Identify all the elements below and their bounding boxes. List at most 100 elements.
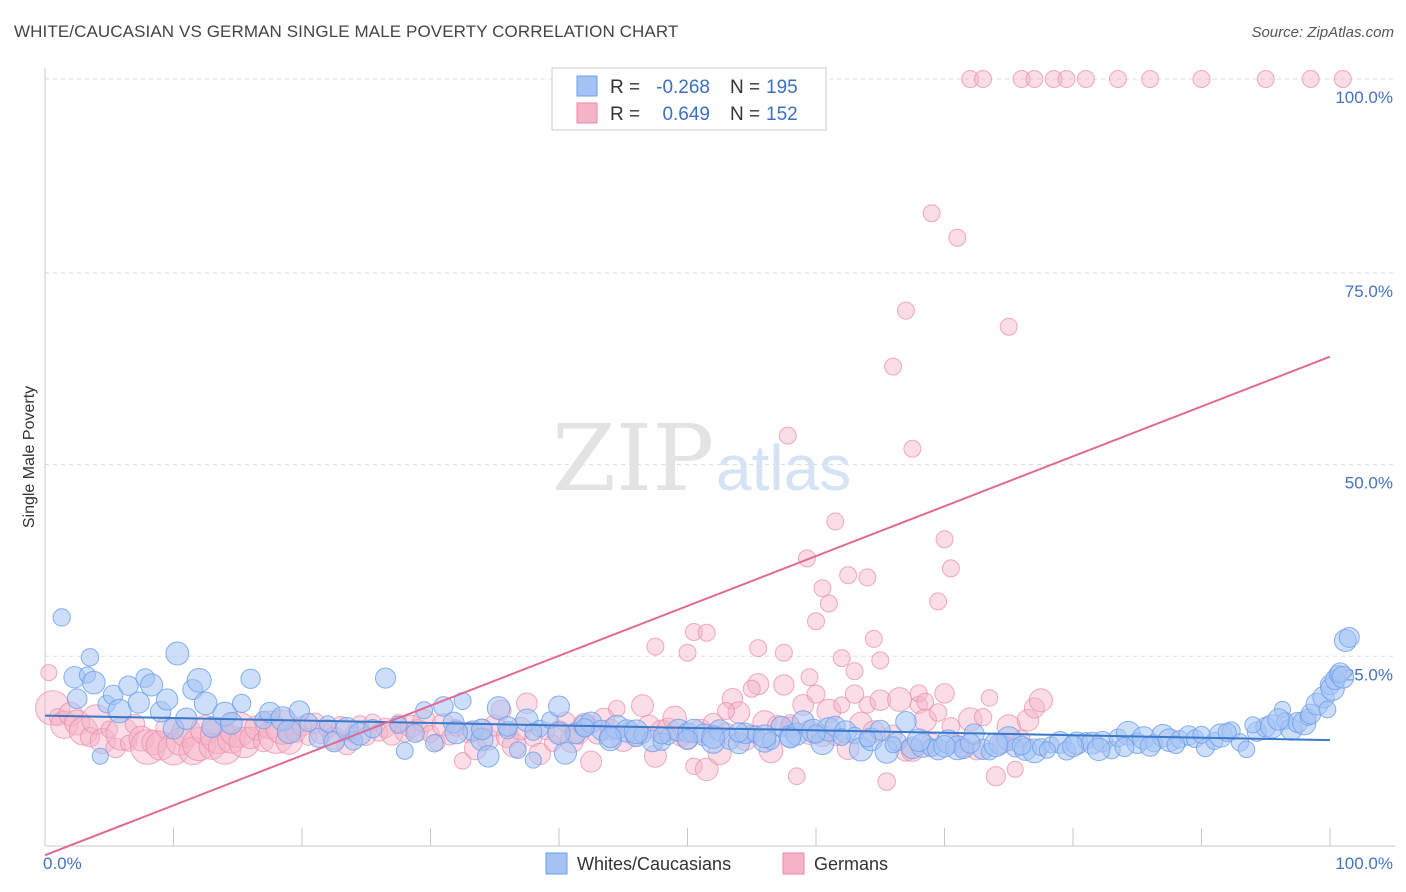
white-point bbox=[118, 675, 139, 696]
german-point bbox=[1044, 70, 1063, 88]
y-tick-labels: 25.0% 50.0% 75.0% 100.0% bbox=[1335, 88, 1393, 684]
white-point bbox=[858, 729, 877, 748]
white-point bbox=[1267, 708, 1290, 731]
white-point bbox=[806, 724, 826, 744]
white-point bbox=[425, 733, 444, 753]
white-point bbox=[107, 698, 132, 724]
german-point bbox=[858, 568, 877, 587]
white-point bbox=[524, 751, 542, 769]
german-point bbox=[130, 729, 166, 765]
german-point bbox=[806, 684, 826, 704]
german-point bbox=[773, 674, 795, 696]
white-point bbox=[933, 734, 956, 758]
white-point bbox=[276, 719, 302, 744]
german-point bbox=[721, 687, 744, 710]
y-tick-label: 50.0% bbox=[1345, 474, 1393, 493]
german-point bbox=[871, 651, 890, 670]
german-point bbox=[1108, 70, 1127, 88]
white-point bbox=[405, 723, 425, 743]
gridlines bbox=[45, 78, 1395, 657]
white-point bbox=[395, 741, 414, 760]
y-tick-label: 100.0% bbox=[1335, 88, 1393, 107]
white-point bbox=[553, 741, 577, 765]
white-point bbox=[82, 670, 106, 695]
german-point bbox=[1141, 70, 1160, 88]
german-point bbox=[929, 592, 948, 611]
white-point bbox=[895, 710, 917, 733]
white-point bbox=[959, 732, 981, 754]
german-point bbox=[1192, 70, 1211, 88]
german-point bbox=[839, 566, 858, 585]
german-point bbox=[79, 726, 101, 748]
y-axis-title: Single Male Poverty bbox=[21, 386, 38, 528]
german-point bbox=[985, 766, 1006, 787]
white-point bbox=[677, 729, 698, 750]
white-point bbox=[477, 744, 500, 768]
legend-n-label-2: N = bbox=[730, 104, 760, 125]
german-point bbox=[40, 664, 58, 682]
white-point bbox=[906, 728, 931, 752]
white-point bbox=[1318, 700, 1337, 719]
bottom-legend-label-germans: Germans bbox=[814, 854, 888, 874]
white-point bbox=[52, 608, 71, 627]
german-point bbox=[1057, 70, 1076, 88]
white-point bbox=[298, 713, 318, 732]
bottom-legend: Whites/Caucasians Germans bbox=[545, 852, 888, 875]
german-point bbox=[50, 710, 79, 739]
german-point bbox=[1012, 70, 1031, 88]
german-point bbox=[608, 699, 626, 718]
white-point bbox=[547, 721, 571, 745]
german-point bbox=[845, 662, 864, 681]
white-point bbox=[1237, 740, 1256, 759]
german-trendline bbox=[44, 355, 1331, 857]
y-tick-label: 75.0% bbox=[1345, 282, 1393, 301]
white-point bbox=[231, 693, 252, 713]
white-point bbox=[509, 741, 527, 759]
german-point bbox=[778, 426, 797, 445]
german-point bbox=[1076, 70, 1095, 88]
german-point bbox=[832, 649, 851, 668]
legend-box bbox=[551, 67, 827, 131]
legend-swatch-pink bbox=[576, 102, 598, 124]
german-point bbox=[1025, 70, 1044, 88]
white-point bbox=[193, 691, 218, 716]
german-point bbox=[580, 750, 603, 773]
german-point bbox=[884, 357, 903, 376]
legend-r-value-2: 0.649 bbox=[662, 104, 710, 125]
legend-r-label-2: R = bbox=[610, 104, 640, 125]
german-point bbox=[844, 684, 865, 704]
german-point bbox=[800, 668, 819, 687]
white-point bbox=[884, 736, 902, 754]
german-point bbox=[948, 228, 967, 247]
german-point bbox=[864, 629, 883, 648]
white-point bbox=[779, 727, 801, 749]
german-point bbox=[1006, 760, 1024, 778]
german-point bbox=[916, 692, 935, 711]
white-series-points bbox=[52, 608, 1360, 769]
german-point bbox=[1016, 708, 1040, 732]
german-point bbox=[819, 594, 838, 613]
german-point bbox=[100, 720, 119, 739]
legend-n-label-1: N = bbox=[730, 77, 760, 98]
german-point bbox=[749, 639, 768, 658]
x-tick-label-max: 100.0% bbox=[1335, 854, 1393, 873]
white-point bbox=[1244, 716, 1262, 734]
german-point bbox=[826, 512, 845, 531]
legend-n-value-1: 195 bbox=[766, 77, 798, 98]
german-point bbox=[774, 643, 793, 662]
bottom-legend-swatch-pink bbox=[782, 852, 805, 875]
german-point bbox=[833, 696, 851, 714]
white-point bbox=[1011, 735, 1032, 756]
german-point bbox=[807, 612, 825, 631]
white-point bbox=[66, 688, 88, 710]
white-point bbox=[165, 641, 190, 666]
legend-r-value-1: -0.268 bbox=[656, 77, 710, 98]
white-point bbox=[701, 725, 725, 749]
german-point bbox=[980, 689, 999, 707]
legend: R = -0.268 N = 195 R = 0.649 N = 152 bbox=[551, 67, 827, 131]
german-point bbox=[678, 643, 697, 662]
white-point bbox=[1114, 737, 1135, 758]
german-point bbox=[974, 70, 993, 88]
white-point bbox=[524, 722, 543, 741]
white-point bbox=[652, 726, 671, 745]
